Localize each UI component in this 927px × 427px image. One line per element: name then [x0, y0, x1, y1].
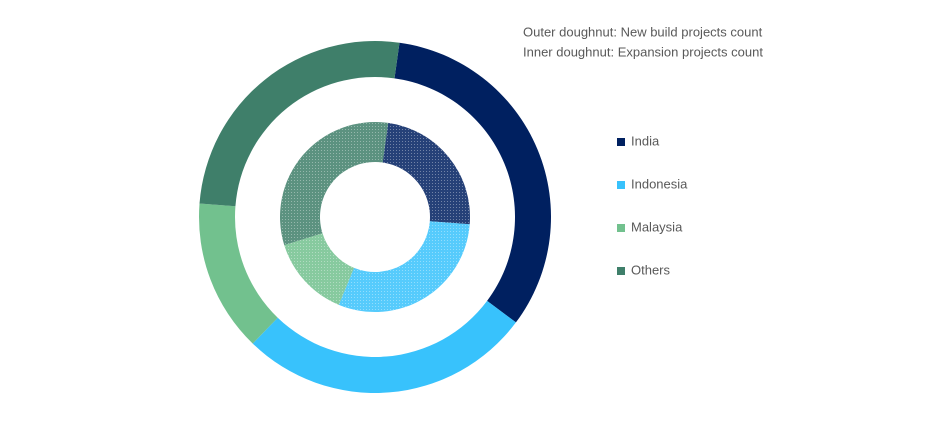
- slice-texture: [280, 121, 389, 246]
- legend-label: Indonesia: [631, 176, 688, 191]
- doughnut-slice: [252, 300, 516, 394]
- note: Inner doughnut: Expansion projects count: [523, 44, 763, 59]
- doughnut-slice: [394, 42, 551, 323]
- slice-texture: [382, 122, 471, 225]
- legend-label: India: [631, 133, 660, 148]
- doughnut-slice: [199, 40, 400, 207]
- legend-swatch: [617, 138, 625, 146]
- slice-texture: [338, 221, 470, 312]
- legend-swatch: [617, 181, 625, 189]
- slice-texture: [284, 233, 355, 305]
- note: Outer doughnut: New build projects count: [523, 24, 763, 39]
- legend-swatch: [617, 267, 625, 275]
- legend-label: Malaysia: [631, 219, 683, 234]
- legend-label: Others: [631, 262, 671, 277]
- legend-swatch: [617, 224, 625, 232]
- doughnut-slice: [199, 203, 278, 344]
